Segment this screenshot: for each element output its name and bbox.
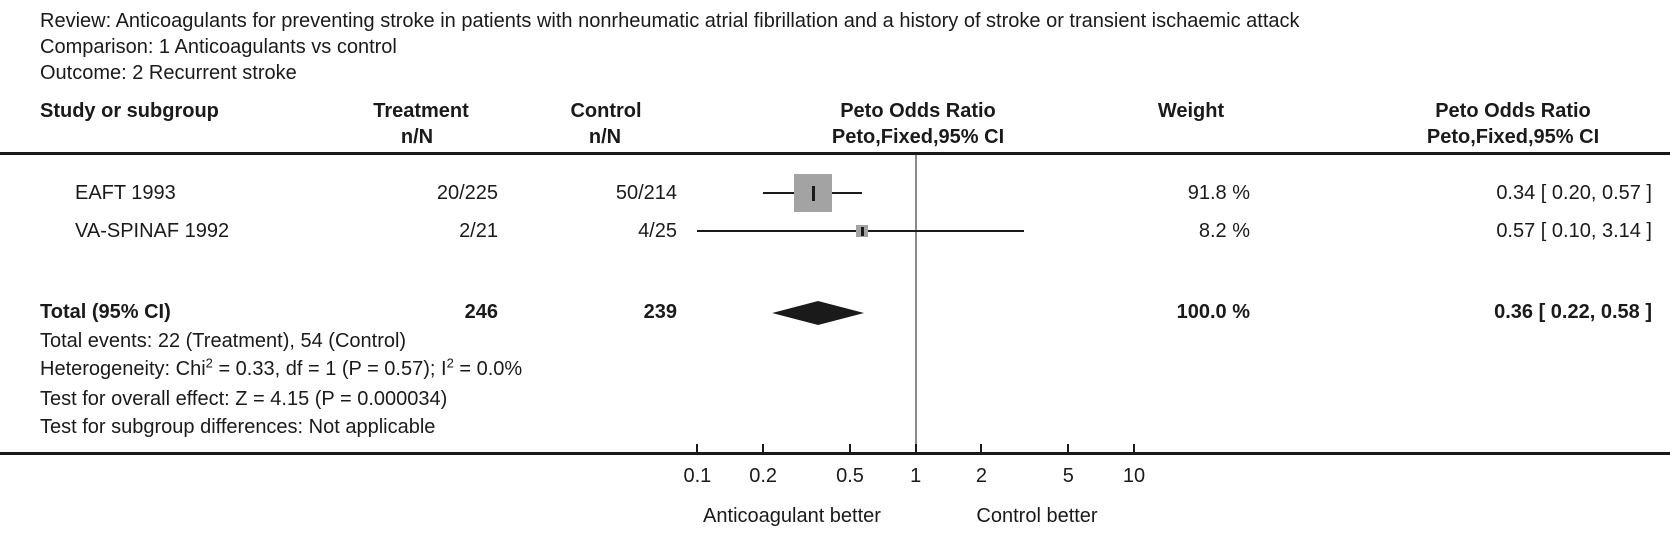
treatment-nn-cell: 20/225 [436, 182, 498, 204]
total-label: Total (95% CI) [40, 301, 171, 323]
review-line: Review: Anticoagulants for preventing st… [40, 10, 1300, 32]
axis-rule [0, 452, 1670, 455]
i-squared-sup: 2 [446, 355, 454, 371]
overall-effect-line: Test for overall effect: Z = 4.15 (P = 0… [40, 388, 448, 410]
axis-tick [980, 444, 983, 452]
col-control-header: Control [570, 100, 642, 122]
right-direction-label: Control better [976, 505, 1098, 527]
axis-tick [914, 444, 917, 452]
outcome-line: Outcome: 2 Recurrent stroke [40, 62, 297, 84]
weight-cell: 91.8 % [1187, 182, 1250, 204]
axis-tick-label: 2 [975, 465, 987, 487]
control-nn-cell: 50/214 [615, 182, 677, 204]
axis-tick [848, 444, 851, 452]
col-study-header: Study or subgroup [40, 100, 219, 122]
total-events-line: Total events: 22 (Treatment), 54 (Contro… [40, 330, 407, 352]
or-point-tick [811, 185, 815, 201]
axis-tick [762, 444, 765, 452]
study-name: VA-SPINAF 1992 [75, 220, 230, 242]
comparison-line: Comparison: 1 Anticoagulants vs control [40, 36, 397, 58]
chi-squared-sup: 2 [205, 355, 213, 371]
axis-tick-label: 0.5 [836, 465, 864, 487]
null-effect-line [914, 155, 917, 452]
heterogeneity-text: = 0.33, df = 1 (P = 0.57); I [212, 358, 447, 380]
total-control-n: 239 [643, 301, 677, 323]
axis-tick [696, 444, 699, 452]
col-or-text-subheader: Peto,Fixed,95% CI [1426, 126, 1600, 148]
or-ci-cell: 0.34 [ 0.20, 0.57 ] [1496, 182, 1652, 204]
total-weight: 100.0 % [1176, 301, 1250, 323]
axis-tick [1133, 444, 1135, 452]
treatment-nn-cell: 2/21 [459, 220, 498, 242]
axis-tick-label: 5 [1062, 465, 1074, 487]
heterogeneity-text: = 0.0% [453, 358, 523, 380]
subgroup-differences-line: Test for subgroup differences: Not appli… [40, 416, 436, 438]
weight-cell: 8.2 % [1198, 220, 1250, 242]
col-or-text-header: Peto Odds Ratio [1435, 100, 1591, 122]
col-plot-subheader: Peto,Fixed,95% CI [831, 126, 1005, 148]
col-plot-header: Peto Odds Ratio [840, 100, 996, 122]
total-or-ci: 0.36 [ 0.22, 0.58 ] [1494, 301, 1652, 323]
or-ci-cell: 0.57 [ 0.10, 3.14 ] [1496, 220, 1652, 242]
axis-tick-label: 10 [1122, 465, 1146, 487]
axis-tick [1067, 444, 1070, 452]
axis-tick-label: 0.1 [683, 465, 712, 487]
study-name: EAFT 1993 [75, 182, 176, 204]
heterogeneity-line: Heterogeneity: Chi2 = 0.33, df = 1 (P = … [40, 355, 523, 381]
total-treatment-n: 246 [464, 301, 498, 323]
axis-tick-label: 0.2 [749, 465, 778, 487]
or-point-tick [860, 226, 864, 236]
summary-diamond [772, 301, 865, 325]
heterogeneity-text: Heterogeneity: Chi [40, 358, 206, 380]
header-rule [0, 152, 1670, 155]
col-weight-header: Weight [1157, 100, 1225, 122]
axis-tick-label: 1 [910, 465, 922, 487]
control-nn-cell: 4/25 [638, 220, 677, 242]
col-treatment-header: Treatment [373, 100, 469, 122]
col-control-nn: n/N [588, 126, 622, 148]
col-treatment-nn: n/N [400, 126, 434, 148]
left-direction-label: Anticoagulant better [703, 505, 881, 527]
